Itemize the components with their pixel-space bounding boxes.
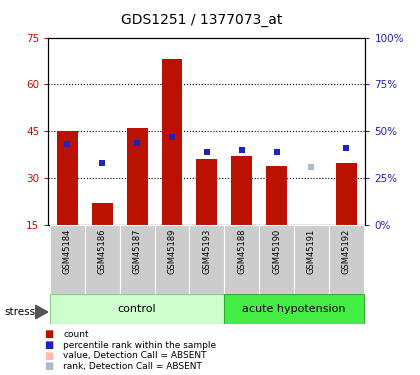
- Text: GSM45186: GSM45186: [98, 228, 107, 274]
- Bar: [57, 131, 78, 225]
- Text: ■: ■: [44, 330, 53, 339]
- Text: ■: ■: [44, 361, 53, 371]
- Text: ■: ■: [44, 351, 53, 360]
- Text: GSM45189: GSM45189: [168, 228, 176, 274]
- Text: value, Detection Call = ABSENT: value, Detection Call = ABSENT: [63, 351, 207, 360]
- Text: rank, Detection Call = ABSENT: rank, Detection Call = ABSENT: [63, 362, 202, 370]
- Bar: [224, 294, 364, 324]
- Text: GDS1251 / 1377073_at: GDS1251 / 1377073_at: [121, 13, 282, 27]
- Text: percentile rank within the sample: percentile rank within the sample: [63, 340, 216, 350]
- Bar: [231, 156, 252, 225]
- Bar: [162, 59, 182, 225]
- Bar: [266, 166, 287, 225]
- Bar: [259, 225, 294, 294]
- Bar: [189, 225, 224, 294]
- Bar: [155, 225, 189, 294]
- Text: acute hypotension: acute hypotension: [242, 304, 346, 314]
- Text: GSM45190: GSM45190: [272, 228, 281, 274]
- Bar: [50, 294, 224, 324]
- Text: GSM45188: GSM45188: [237, 228, 246, 274]
- Text: stress: stress: [4, 307, 35, 317]
- Bar: [329, 225, 364, 294]
- Text: control: control: [118, 304, 157, 314]
- Text: ■: ■: [44, 340, 53, 350]
- Bar: [120, 225, 155, 294]
- Bar: [224, 225, 259, 294]
- Bar: [336, 162, 357, 225]
- Bar: [127, 128, 147, 225]
- Text: GSM45193: GSM45193: [202, 228, 211, 274]
- Text: GSM45191: GSM45191: [307, 228, 316, 274]
- Text: GSM45184: GSM45184: [63, 228, 72, 274]
- Polygon shape: [36, 305, 48, 319]
- Text: GSM45192: GSM45192: [342, 228, 351, 274]
- Bar: [294, 225, 329, 294]
- Text: GSM45187: GSM45187: [133, 228, 142, 274]
- Text: count: count: [63, 330, 89, 339]
- Bar: [85, 225, 120, 294]
- Bar: [50, 225, 85, 294]
- Bar: [92, 203, 113, 225]
- Bar: [197, 159, 217, 225]
